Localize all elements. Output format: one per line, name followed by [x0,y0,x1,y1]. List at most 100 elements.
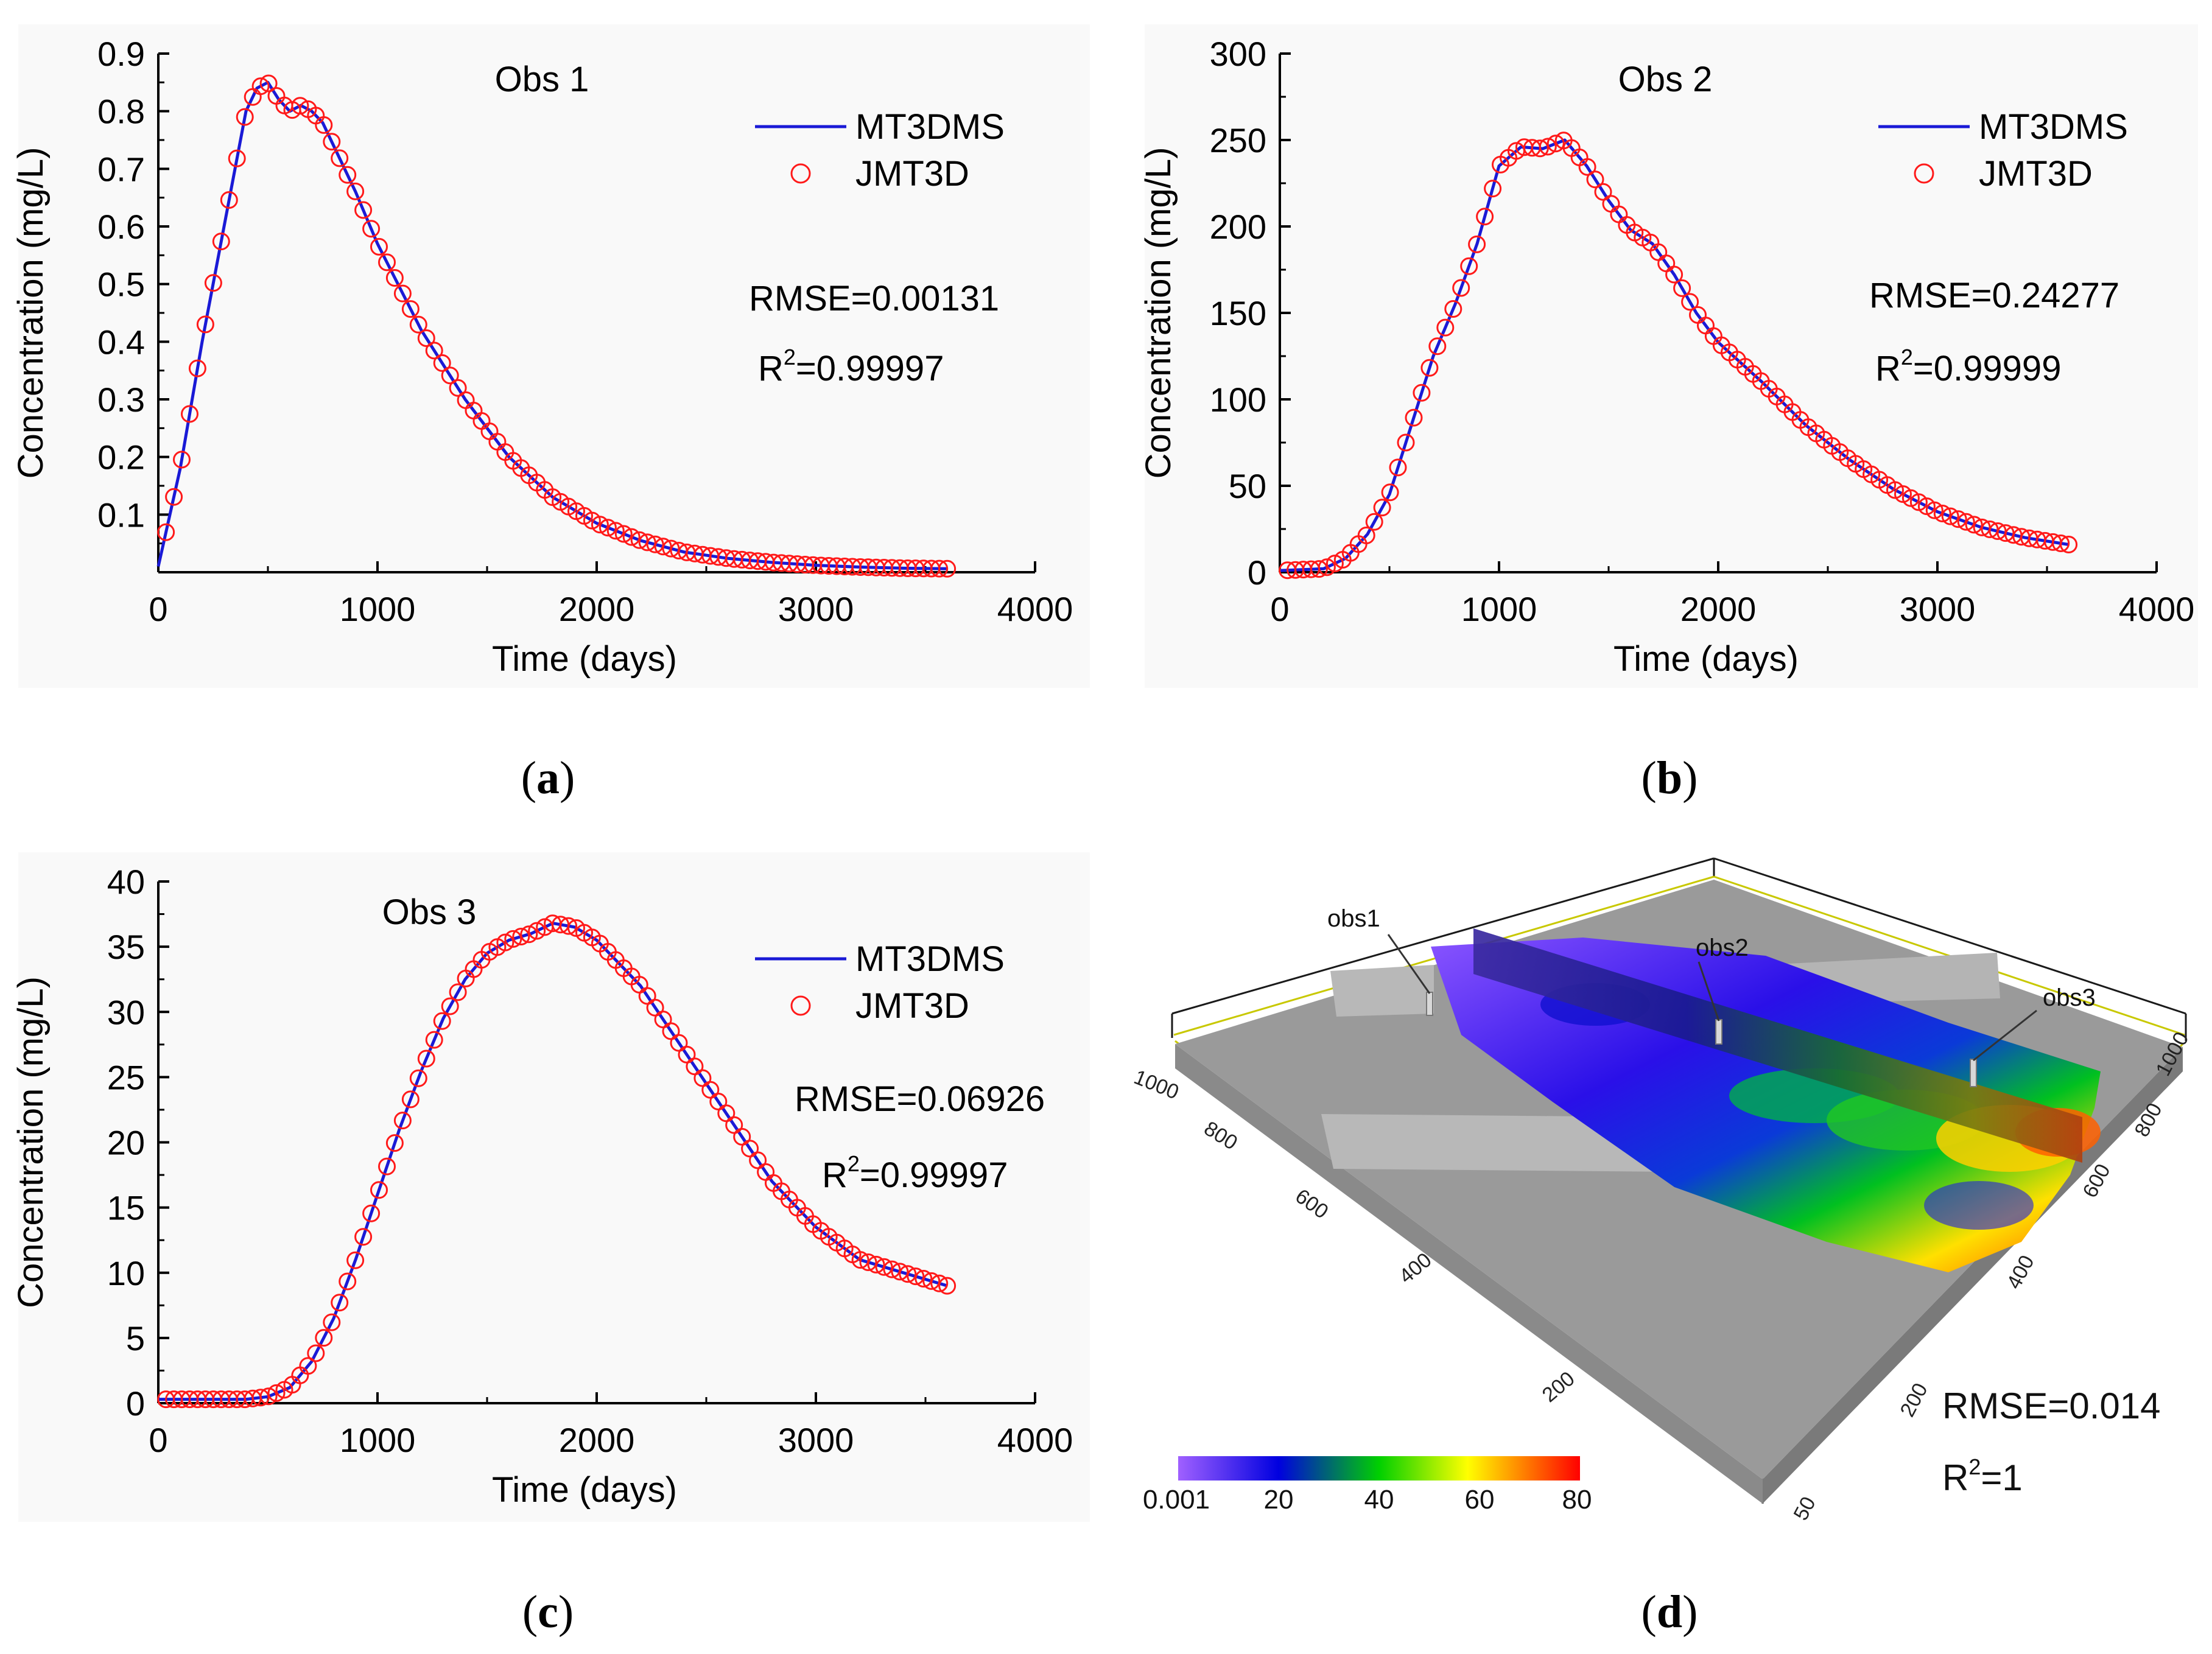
y-tick-label: 5 [126,1319,145,1358]
x-tick-label: 3000 [778,590,854,628]
marker-jmt3d [512,928,530,945]
label-obs1: obs1 [1327,905,1380,932]
marker-jmt3d [188,359,206,377]
vertical-slice [1473,928,2082,1163]
marker-jmt3d [1389,458,1407,477]
marker-jmt3d [1413,384,1431,402]
marker-jmt3d [899,1265,917,1283]
marker-jmt3d [433,354,451,372]
marker-jmt3d [378,253,396,272]
stat-rmse: RMSE=0.06926 [795,1079,1045,1119]
x-tick-label: 3000 [778,1421,854,1459]
marker-jmt3d [378,1157,396,1176]
x-tick-label: 1000 [340,590,416,628]
marker-jmt3d [425,342,443,360]
marker-jmt3d [1578,158,1596,176]
marker-jmt3d [1957,513,1975,531]
marker-jmt3d [1460,257,1478,275]
label-obs3: obs3 [2043,984,2096,1011]
x-axis-label: Time (days) [1613,639,1799,679]
marker-jmt3d [591,516,609,534]
x-tick-label: 3000 [1900,590,1976,628]
marker-jmt3d [1484,180,1502,198]
marker-jmt3d [614,525,633,543]
marker-jmt3d [1444,300,1462,318]
x-tick-label: 0 [1270,590,1289,628]
r2-superscript: 2 [784,345,796,370]
marker-jmt3d [1365,513,1383,531]
marker-jmt3d [393,284,412,303]
chart-title: Obs 3 [382,892,477,932]
marker-jmt3d [323,133,341,151]
colorbar-tick: 20 [1264,1485,1294,1515]
marker-jmt3d [291,97,309,115]
marker-jmt3d [1468,235,1486,253]
marker-jmt3d [181,405,198,423]
marker-jmt3d [315,1329,333,1347]
marker-jmt3d [1941,507,1959,525]
marker-jmt3d [441,366,459,385]
colorbar-ticks: 0.001 20 40 60 80 [1143,1485,1592,1515]
marker-jmt3d [1381,483,1399,502]
r2-prefix: R [822,1155,848,1195]
marker-jmt3d [323,1313,341,1331]
marker-jmt3d [346,1251,365,1269]
marker-jmt3d [339,1272,357,1291]
y-tick-label: 300 [1210,35,1266,73]
marker-jmt3d [1673,279,1691,297]
y-tick-label: 0.4 [97,323,145,361]
caption-b: (b) [1641,752,1698,804]
marker-jmt3d [883,1260,901,1278]
marker-jmt3d [1965,516,1983,534]
marker-jmt3d [1476,208,1494,226]
marker-jmt3d [259,1387,278,1406]
marker-jmt3d [251,77,270,96]
marker-jmt3d [299,1357,317,1375]
marker-jmt3d [867,1255,885,1274]
marker-jmt3d [520,925,538,944]
y-tick-label: 0.7 [97,150,145,188]
marker-jmt3d [331,149,349,167]
chart-title: Obs 2 [1618,60,1713,99]
x-tick-label: 2000 [559,590,635,628]
marker-jmt3d [212,233,230,251]
marker-jmt3d [267,1384,286,1402]
stat-r2: R2=0.99997 [822,1151,1008,1195]
marker-jmt3d [1586,170,1604,189]
r2-superscript: 2 [848,1151,860,1176]
marker-jmt3d [851,1251,869,1269]
legend-label-jmt3d: JMT3D [855,154,969,194]
y-tick-label: 150 [1210,294,1266,332]
legend-marker-swatch [1914,163,1934,184]
marker-jmt3d [654,538,672,556]
stat-r2: R2=0.99997 [758,345,944,388]
y-tick-label: 0 [1248,553,1266,592]
y-tick-label: 25 [107,1058,145,1096]
slab-front-left [1175,1044,1763,1504]
well-obs3 [1970,1059,1977,1087]
y-tick-label: 20 [107,1124,145,1162]
well-obs1 [1426,992,1433,1016]
y-tick-label: 100 [1210,380,1266,419]
marker-jmt3d [922,1272,941,1290]
colorbar-tick: 0.001 [1143,1485,1210,1515]
block-obs1 [1330,965,1434,1017]
marker-jmt3d [449,379,467,397]
r2-value: =0.99997 [860,1155,1008,1195]
x-tick-label: 2000 [559,1421,635,1459]
marker-jmt3d [1681,293,1699,311]
marker-jmt3d [2052,534,2070,552]
marker-jmt3d [401,300,420,318]
marker-jmt3d [1357,527,1375,544]
marker-jmt3d [1428,337,1447,356]
marker-jmt3d [354,201,373,219]
marker-jmt3d [157,523,175,541]
marker-jmt3d [496,933,514,951]
marker-jmt3d [1436,318,1455,337]
marker-jmt3d [930,1274,949,1292]
legend-marker-swatch [790,163,811,184]
marker-jmt3d [409,315,427,334]
chart-a: 0 1000 2000 3000 4000 0.1 0.2 0.3 0.4 0.5 0.6 0.7 0.… [11,35,1073,679]
x-tick-label: 1000 [1461,590,1537,628]
colorbar-tick: 60 [1465,1485,1495,1515]
